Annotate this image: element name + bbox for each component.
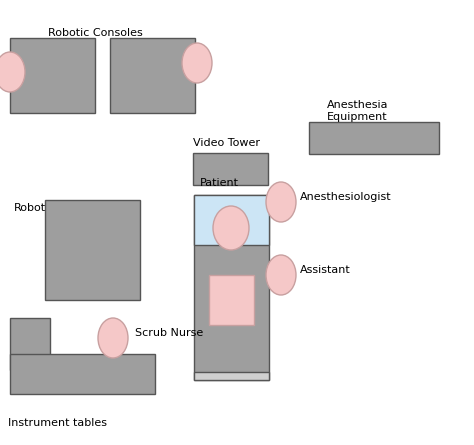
Text: Scrub Nurse: Scrub Nurse bbox=[135, 328, 203, 338]
Text: Anesthesiologist: Anesthesiologist bbox=[300, 192, 392, 202]
Ellipse shape bbox=[266, 255, 296, 295]
Text: Video Tower: Video Tower bbox=[193, 138, 260, 148]
Text: Robotic Consoles: Robotic Consoles bbox=[48, 28, 143, 38]
Bar bbox=[194, 195, 269, 380]
Bar bbox=[10, 38, 95, 113]
Ellipse shape bbox=[213, 206, 249, 250]
Text: Patient: Patient bbox=[200, 178, 239, 188]
Ellipse shape bbox=[182, 43, 212, 83]
Bar bbox=[110, 38, 195, 113]
Bar bbox=[194, 195, 269, 245]
Text: Assistant: Assistant bbox=[300, 265, 351, 275]
Bar bbox=[45, 200, 140, 300]
Text: Instrument tables: Instrument tables bbox=[8, 418, 107, 428]
Bar bbox=[194, 372, 269, 380]
Text: Robot: Robot bbox=[14, 203, 46, 213]
Bar bbox=[193, 153, 268, 185]
Bar bbox=[209, 275, 254, 325]
Text: Anesthesia
Equipment: Anesthesia Equipment bbox=[327, 100, 389, 121]
Bar bbox=[10, 354, 155, 394]
Ellipse shape bbox=[0, 52, 25, 92]
Bar bbox=[10, 318, 50, 370]
Bar bbox=[309, 122, 439, 154]
Ellipse shape bbox=[98, 318, 128, 358]
Ellipse shape bbox=[266, 182, 296, 222]
